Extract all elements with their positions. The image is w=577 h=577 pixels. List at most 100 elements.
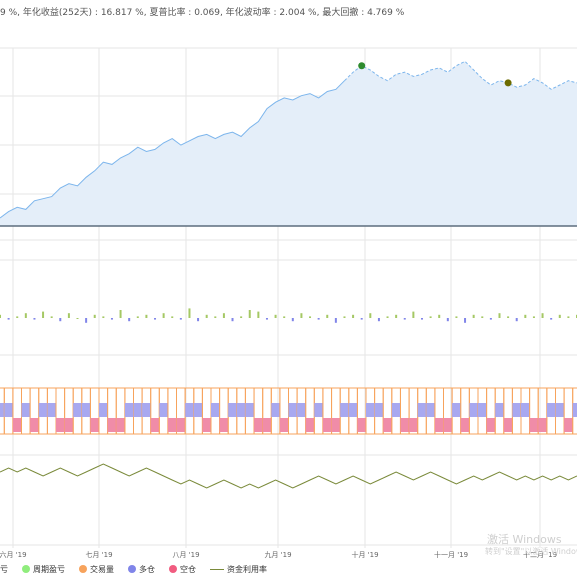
period-pnl-bar xyxy=(76,318,79,319)
long-position-block xyxy=(452,403,461,417)
volume-swatch-icon xyxy=(79,565,87,573)
period-pnl-bar xyxy=(265,318,268,320)
period-pnl-bar xyxy=(507,316,510,318)
period-pnl-bar xyxy=(248,310,251,318)
period-pnl-bar xyxy=(42,311,45,318)
long-position-block xyxy=(21,403,31,417)
long-position-block xyxy=(417,403,427,417)
period-pnl-bar xyxy=(162,313,165,318)
legend-period-pnl-label: 周期盈亏 xyxy=(33,564,65,574)
period-pnl-bar xyxy=(179,318,182,320)
legend-volume-label: 交易量 xyxy=(90,564,114,574)
long-position-block xyxy=(124,403,134,417)
long-position-block xyxy=(133,403,143,417)
long-position-block xyxy=(185,403,194,417)
period-pnl-bar xyxy=(377,318,380,322)
period-pnl-bar xyxy=(524,314,527,318)
legend-loss-label: 亏 xyxy=(0,564,8,574)
period-pnl-bar xyxy=(136,316,139,318)
trough-marker xyxy=(504,79,512,87)
period-pnl-bar xyxy=(317,318,320,320)
chart-legend: 亏 周期盈亏 交易量 多仓 空仓 资金利用率 xyxy=(0,562,281,576)
utilization-line xyxy=(0,463,577,489)
short-position-block xyxy=(529,418,539,432)
period-pnl-bar xyxy=(541,313,544,318)
long-position-block xyxy=(297,403,306,417)
long-position-block xyxy=(426,403,435,417)
short-position-block xyxy=(383,418,392,432)
short-position-block xyxy=(503,418,513,432)
short-position-block xyxy=(486,418,496,432)
period-pnl-bar xyxy=(59,318,62,322)
x-tick-label: 六月 '19 xyxy=(0,550,27,559)
short-position-block xyxy=(434,418,444,432)
period-pnl-panel xyxy=(0,308,577,323)
legend-item-utilization[interactable]: 资金利用率 xyxy=(210,564,267,575)
period-pnl-bar xyxy=(154,318,157,320)
long-position-block xyxy=(47,403,56,417)
short-position-block xyxy=(107,418,117,432)
short-position-block xyxy=(279,418,289,432)
period-pnl-bar xyxy=(352,314,355,318)
period-pnl-bar xyxy=(472,314,475,318)
period-pnl-bar xyxy=(403,318,406,320)
legend-item-volume[interactable]: 交易量 xyxy=(79,564,114,575)
period-pnl-bar xyxy=(309,316,312,318)
period-pnl-bar xyxy=(274,314,277,318)
period-pnl-bar xyxy=(231,318,234,322)
period-pnl-bar xyxy=(214,316,217,318)
long-position-block xyxy=(348,403,358,417)
period-pnl-bar xyxy=(171,316,174,318)
legend-item-period-pnl[interactable]: 周期盈亏 xyxy=(22,564,65,575)
x-axis: 六月 '19 七月 '19 八月 '19 九月 '19 十月 '19 十一月 '19 十二月… xyxy=(0,550,557,559)
short-position-block xyxy=(167,418,177,432)
period-pnl-bar xyxy=(438,314,441,318)
long-position-block xyxy=(211,403,220,417)
period-pnl-bar xyxy=(567,316,570,318)
period-pnl-bar xyxy=(489,318,492,320)
long-position-block xyxy=(495,403,504,417)
short-position-block xyxy=(564,418,573,432)
short-position-block xyxy=(116,418,125,432)
period-pnl-bar xyxy=(369,313,372,318)
short-position-block xyxy=(150,418,160,432)
period-pnl-bar xyxy=(119,310,122,318)
period-pnl-bar xyxy=(326,314,329,318)
utilization-panel xyxy=(0,463,577,489)
period-pnl-bar xyxy=(343,316,346,318)
period-pnl-bar xyxy=(197,318,200,322)
period-pnl-bar xyxy=(558,314,561,318)
short-position-block xyxy=(322,418,332,432)
period-pnl-bar xyxy=(291,318,294,322)
long-position-block xyxy=(193,403,203,417)
x-tick-label: 十二月 '19 xyxy=(523,550,557,559)
peak-marker xyxy=(358,62,366,70)
period-pnl-swatch-icon xyxy=(22,565,30,573)
short-position-block xyxy=(400,418,410,432)
long-position-block xyxy=(340,403,349,417)
long-position-block xyxy=(546,403,556,417)
period-pnl-bar xyxy=(386,316,389,318)
period-pnl-bar xyxy=(446,318,449,322)
legend-item-loss[interactable]: 亏 xyxy=(0,564,8,575)
long-position-block xyxy=(245,403,254,417)
long-position-block xyxy=(288,403,298,417)
period-pnl-bar xyxy=(300,313,303,318)
long-position-block xyxy=(391,403,401,417)
performance-summary: 9 %, 年化收益(252天) : 16.817 %, 夏普比率 : 0.069… xyxy=(0,8,405,18)
short-position-block xyxy=(176,418,186,432)
short-position-block xyxy=(254,418,263,432)
short-position-block xyxy=(64,418,74,432)
period-pnl-bar xyxy=(0,314,1,318)
drawdown-line xyxy=(344,60,577,90)
period-pnl-bar xyxy=(240,316,243,318)
long-swatch-icon xyxy=(128,565,136,573)
legend-item-long[interactable]: 多仓 xyxy=(128,564,155,575)
long-position-block xyxy=(228,403,237,417)
equity-panel xyxy=(0,60,577,227)
long-position-block xyxy=(99,403,108,417)
x-tick-label: 八月 '19 xyxy=(172,551,199,559)
legend-item-short[interactable]: 空仓 xyxy=(169,564,196,575)
period-pnl-bar xyxy=(455,316,458,318)
